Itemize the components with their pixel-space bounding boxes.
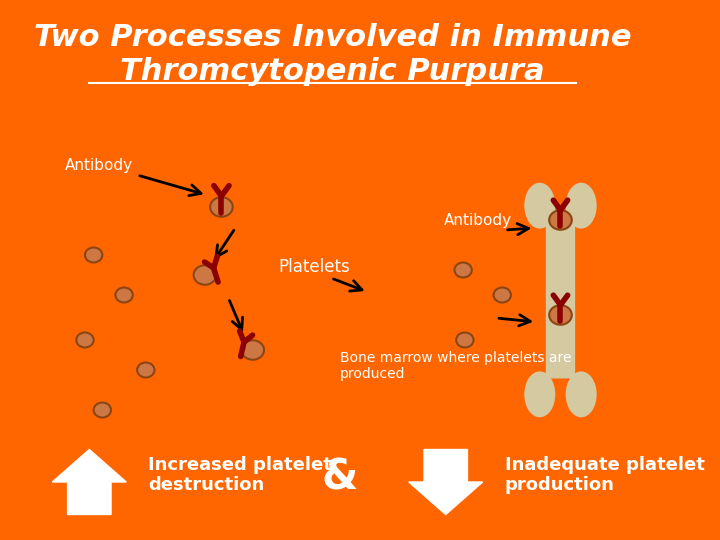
Text: Bone marrow where platelets are
produced: Bone marrow where platelets are produced (340, 351, 571, 381)
Ellipse shape (76, 333, 94, 348)
Ellipse shape (566, 183, 597, 228)
Text: Antibody: Antibody (444, 213, 512, 228)
Ellipse shape (137, 362, 155, 377)
Ellipse shape (241, 340, 264, 360)
Polygon shape (409, 449, 482, 515)
Ellipse shape (194, 265, 216, 285)
Ellipse shape (493, 287, 511, 302)
Ellipse shape (94, 402, 111, 417)
Text: Platelets: Platelets (279, 258, 351, 276)
Ellipse shape (456, 333, 474, 348)
Ellipse shape (524, 183, 555, 228)
Text: Antibody: Antibody (65, 158, 133, 173)
Ellipse shape (210, 197, 233, 217)
Text: Increased platelet
destruction: Increased platelet destruction (148, 456, 333, 495)
Ellipse shape (549, 210, 572, 230)
Ellipse shape (115, 287, 132, 302)
Text: Two Processes Involved in Immune: Two Processes Involved in Immune (34, 24, 631, 52)
Ellipse shape (454, 262, 472, 278)
Text: Thromcytopenic Purpura: Thromcytopenic Purpura (120, 57, 545, 86)
Polygon shape (53, 449, 126, 515)
FancyBboxPatch shape (546, 221, 575, 379)
Text: Inadequate platelet
production: Inadequate platelet production (505, 456, 705, 495)
Text: &: & (321, 457, 358, 499)
Ellipse shape (549, 305, 572, 325)
Ellipse shape (524, 372, 555, 417)
Ellipse shape (85, 247, 102, 262)
Ellipse shape (566, 372, 597, 417)
